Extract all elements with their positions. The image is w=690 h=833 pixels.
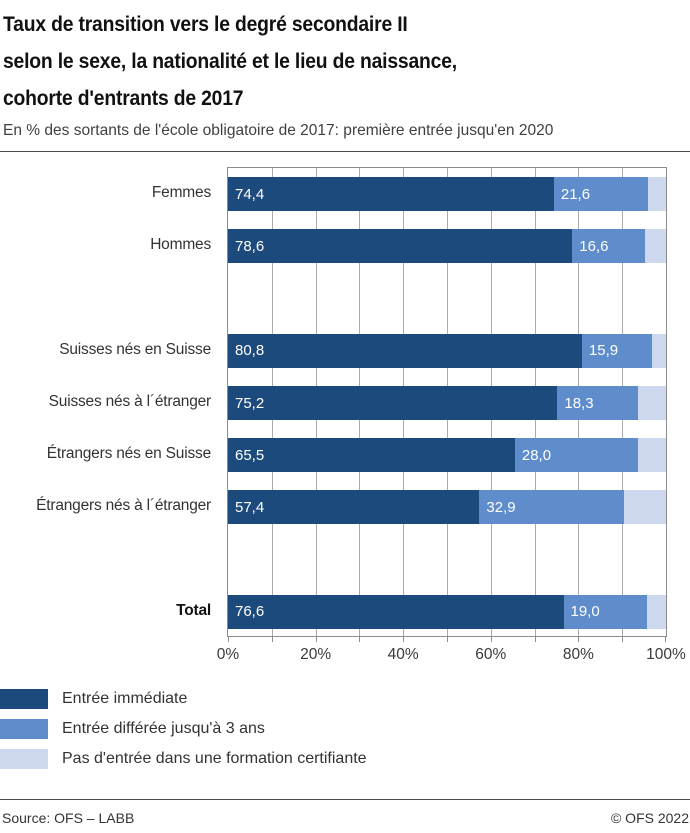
- legend-item: Pas d'entrée dans une formation certifia…: [0, 749, 690, 769]
- value-label: 57,4: [235, 498, 265, 516]
- value-label: 74,4: [235, 185, 265, 203]
- copyright-note: © OFS 2022: [610, 810, 689, 826]
- bar-segment: 74,4: [228, 177, 554, 212]
- bar-segment: 21,6: [553, 177, 649, 212]
- legend-label: Entrée différée jusqu'à 3 ans: [62, 720, 265, 737]
- axis-tick-label: 0%: [216, 646, 240, 663]
- value-label: 21,6: [560, 185, 591, 203]
- legend-label: Entrée immédiate: [62, 690, 188, 707]
- bar-segment: 76,6: [228, 594, 564, 629]
- axis-tick-label: 20%: [300, 646, 332, 663]
- value-label: 19,0: [570, 603, 600, 621]
- legend-item: Entrée différée jusqu'à 3 ans: [0, 719, 690, 739]
- axis-tick: [315, 636, 317, 642]
- page-title-line-3: cohorte d'entrants de 2017: [3, 87, 244, 110]
- axis-tick-label: 100%: [646, 646, 686, 663]
- bar-segment: [644, 229, 666, 264]
- bar-3: 80,8 15,9: [228, 333, 666, 368]
- axis-tick: [534, 636, 536, 642]
- legend-swatch: [0, 689, 48, 709]
- category-label: Hommes: [150, 236, 211, 254]
- bar-segment: 65,5: [228, 438, 515, 473]
- chart-subtitle: En % des sortants de l'école obligatoire…: [3, 122, 554, 139]
- bar-1: 74,4 21,6: [228, 177, 666, 212]
- value-label: 15,9: [588, 342, 619, 360]
- bar-segment: 57,4: [228, 490, 480, 525]
- value-label: 16,6: [579, 237, 609, 255]
- bar-segment: 16,6: [572, 229, 645, 264]
- category-label: Étrangers nés à l´étranger: [36, 497, 211, 515]
- bar-segment: [623, 490, 666, 525]
- legend-item: Entrée immédiate: [0, 689, 690, 709]
- plot-area: 0% 20% 40% 60% 80% 100% 74,4 21,6 78,6 16,6 80,8 15…: [217, 167, 686, 663]
- bar-segment: 28,0: [514, 438, 638, 473]
- bar-4: 75,2 18,3: [228, 386, 666, 420]
- bar-segment: [651, 333, 666, 368]
- value-label: 65,5: [235, 446, 265, 464]
- page-title-line-1: Taux de transition vers le degré seconda…: [3, 13, 408, 36]
- axis-tick: [578, 636, 580, 642]
- bar-7: 76,6 19,0: [228, 594, 666, 629]
- footer-divider: [0, 799, 690, 800]
- bar-segment: [637, 386, 666, 420]
- axis-tick: [490, 636, 492, 642]
- bar-2: 78,6 16,6: [228, 229, 666, 264]
- axis-tick-label: 80%: [562, 646, 594, 663]
- bar-segment: [637, 438, 666, 473]
- category-label: Femmes: [151, 184, 211, 202]
- category-label: Étrangers nés en Suisse: [46, 445, 211, 463]
- axis-tick: [271, 636, 273, 642]
- axis-tick: [359, 636, 361, 642]
- axis-tick-label: 60%: [475, 646, 507, 663]
- legend-swatch: [0, 749, 48, 769]
- axis-tick: [622, 636, 624, 642]
- axis-tick: [228, 636, 229, 642]
- bar-segment: [646, 594, 666, 629]
- bar-segment: 18,3: [557, 386, 638, 420]
- stacked-bar-chart: 0% 20% 40% 60% 80% 100% 74,4 21,6 78,6 16,6 80,8 15…: [0, 167, 690, 679]
- legend: Entrée immédiate Entrée différée jusqu'à …: [0, 689, 690, 769]
- bar-5: 65,5 28,0: [228, 438, 666, 473]
- value-label: 32,9: [486, 498, 516, 516]
- header: Taux de transition vers le degré seconda…: [0, 0, 690, 142]
- value-label: 78,6: [235, 237, 265, 255]
- category-label: Suisses nés en Suisse: [59, 340, 211, 358]
- value-label: 76,6: [235, 603, 265, 621]
- bar-segment: 15,9: [581, 333, 652, 368]
- bar-segment: 32,9: [479, 490, 624, 525]
- bar-segment: 75,2: [228, 386, 558, 420]
- legend-label: Pas d'entrée dans une formation certifia…: [62, 750, 367, 767]
- footer: Source: OFS – LABB © OFS 2022: [0, 810, 690, 826]
- bar-segment: 78,6: [228, 229, 573, 264]
- legend-swatch: [0, 719, 48, 739]
- bar-6: 57,4 32,9: [228, 490, 666, 525]
- value-label: 75,2: [235, 394, 265, 412]
- value-label: 28,0: [521, 446, 552, 464]
- axis-tick: [447, 636, 448, 642]
- source-note: Source: OFS – LABB: [2, 810, 135, 826]
- bar-segment: 80,8: [228, 333, 582, 368]
- category-label: Suisses nés à l´étranger: [48, 393, 212, 410]
- category-label: Total: [176, 601, 211, 619]
- header-divider: [0, 151, 690, 152]
- value-label: 18,3: [564, 394, 594, 412]
- axis-tick: [403, 636, 405, 642]
- axis-tick-label: 40%: [387, 646, 419, 663]
- bar-segment: 19,0: [563, 594, 647, 629]
- page-title-line-2: selon le sexe, la nationalité et le lieu…: [3, 50, 457, 73]
- axis-tick: [665, 636, 666, 642]
- value-label: 80,8: [235, 342, 265, 360]
- bar-segment: [648, 177, 666, 212]
